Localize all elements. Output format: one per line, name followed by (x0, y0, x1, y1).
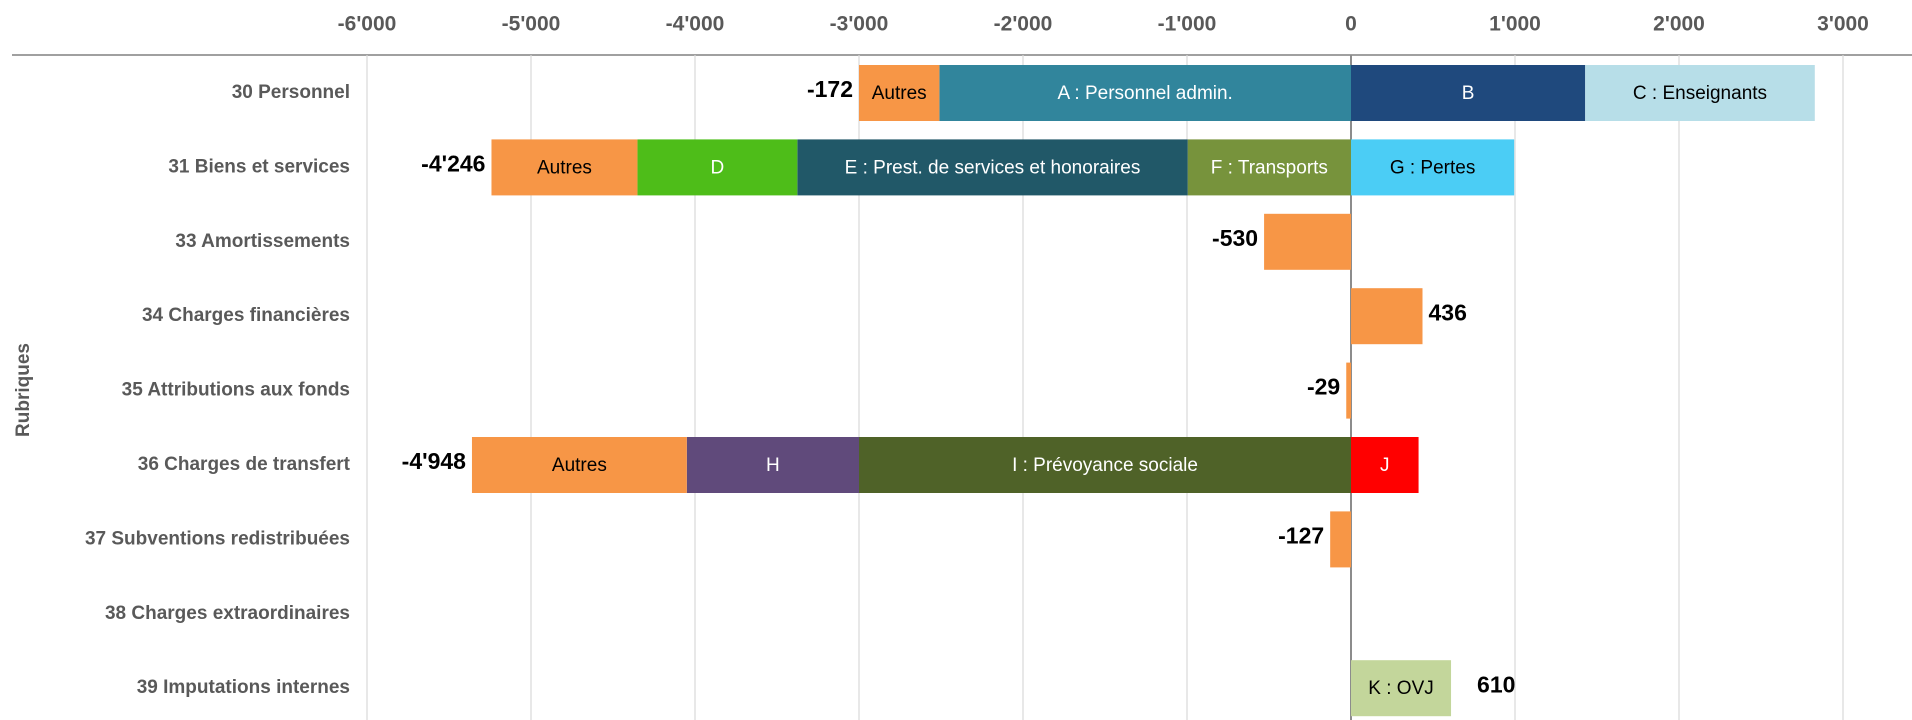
y-tick-label: 30 Personnel (232, 82, 350, 103)
segment-label: Autres (537, 157, 592, 178)
bar-segment (491, 139, 638, 196)
total-label: -4'246 (421, 150, 485, 176)
segment-label: H (766, 455, 780, 476)
total-label: -4'948 (402, 448, 467, 474)
bar-segment (1585, 65, 1815, 121)
total-label: -530 (1212, 225, 1258, 251)
segment-label: K : OVJ (1368, 678, 1433, 699)
y-tick-label: 36 Charges de transfert (138, 454, 351, 475)
segment-label: C : Enseignants (1633, 83, 1767, 104)
x-tick-label: 0 (1345, 13, 1357, 36)
x-tick-label: -3'000 (830, 13, 889, 36)
segment-label: E : Prest. de services et honoraires (845, 157, 1141, 178)
y-tick-label: 34 Charges financières (142, 305, 350, 326)
total-label: -172 (807, 76, 853, 102)
x-tick-label: 2'000 (1653, 13, 1705, 36)
bar-segment (1351, 139, 1515, 196)
total-label: -29 (1307, 374, 1340, 400)
segment-label: I : Prévoyance sociale (1012, 455, 1198, 476)
bar-segment (1330, 511, 1351, 568)
x-tick-label: -6'000 (338, 13, 397, 36)
bar-segment (1351, 660, 1452, 717)
bar-segment (471, 437, 687, 493)
bar-segment (1187, 139, 1351, 196)
bar-segment (686, 437, 859, 493)
x-tick-label: -1'000 (1158, 13, 1217, 36)
x-tick-label: -4'000 (666, 13, 725, 36)
segment-label: Autres (872, 83, 927, 104)
y-tick-label: 39 Imputations internes (137, 677, 350, 698)
y-tick-label: 38 Charges extraordinaires (105, 603, 350, 624)
bar-segment (939, 65, 1351, 121)
segment-label: F : Transports (1211, 157, 1328, 178)
y-tick-label: 37 Subventions redistribuées (85, 528, 350, 549)
segment-label: G : Pertes (1390, 157, 1476, 178)
y-tick-label: 35 Attributions aux fonds (122, 380, 350, 401)
bar-segment (1351, 288, 1423, 345)
total-label: 436 (1429, 299, 1467, 325)
y-tick-label: 33 Amortissements (175, 231, 350, 252)
bar-segment (1264, 213, 1351, 270)
bar-segment (859, 437, 1351, 493)
x-tick-label: 3'000 (1817, 13, 1869, 36)
total-label: -127 (1278, 522, 1324, 548)
segment-label: B (1462, 83, 1475, 104)
segment-label: J (1380, 455, 1390, 476)
segment-label: A : Personnel admin. (1058, 83, 1233, 104)
bar-segment (1351, 437, 1419, 493)
x-tick-label: 1'000 (1489, 13, 1541, 36)
segment-label: Autres (552, 455, 607, 476)
bar-segment (1351, 65, 1586, 121)
bar-segment (637, 139, 798, 196)
segment-label: D (711, 157, 725, 178)
total-label: 610 (1477, 671, 1515, 697)
bar-segment (859, 65, 940, 121)
bar-segment (1346, 362, 1351, 419)
x-tick-label: -2'000 (994, 13, 1053, 36)
bar-segment (797, 139, 1188, 196)
y-tick-label: 31 Biens et services (168, 156, 350, 177)
x-tick-label: -5'000 (502, 13, 561, 36)
y-axis-label: Rubriques (13, 343, 34, 437)
